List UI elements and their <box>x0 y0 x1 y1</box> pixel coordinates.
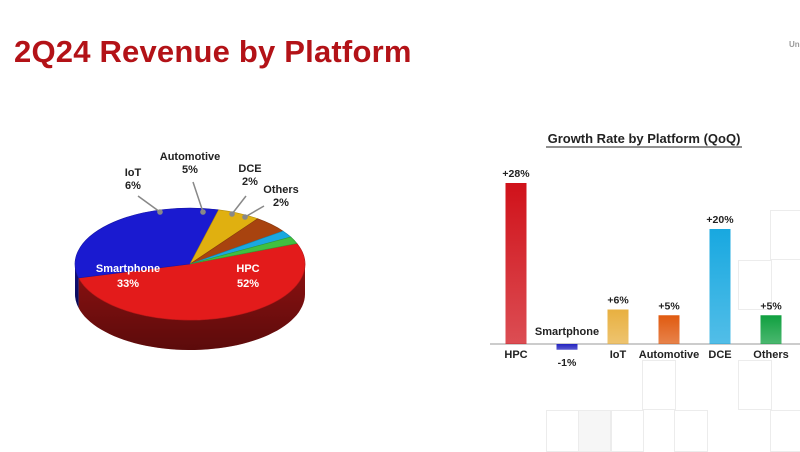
bar-value-label-iot: +6% <box>607 295 629 307</box>
bar-category-label-dce: DCE <box>708 349 731 361</box>
pie-label-name-hpc: HPC <box>236 263 259 275</box>
corner-text: Un <box>789 40 800 49</box>
pie-leader-dot-others <box>242 214 248 220</box>
pie-leader-line-iot <box>137 195 161 213</box>
pie-slice-smartphone <box>74 207 220 279</box>
pie-label-name-automotive: Automotive <box>160 151 221 163</box>
decorative-grid-cell <box>738 360 772 410</box>
bar-category-label-iot: IoT <box>610 349 627 361</box>
page-title: 2Q24 Revenue by Platform <box>14 34 412 69</box>
decorative-grid-cell <box>642 360 676 410</box>
bar-value-label-automotive: +5% <box>658 300 680 312</box>
pie-label-name-dce: DCE <box>238 163 261 175</box>
pie-label-name-iot: IoT <box>125 167 142 179</box>
pie-label-value-smartphone: 33% <box>117 278 139 290</box>
pie-slice-others <box>189 236 298 265</box>
pie-leader-line-automotive <box>192 181 204 213</box>
bar-value-label-dce: +20% <box>706 214 734 226</box>
pie-label-value-dce: 2% <box>242 176 258 188</box>
bar-value-label-hpc: +28% <box>502 168 530 180</box>
pie-leader-dot-iot <box>157 209 163 215</box>
pie-leader-dot-automotive <box>200 209 206 215</box>
pie-label-value-iot: 6% <box>125 180 141 192</box>
bar-others <box>760 315 782 344</box>
bar-category-label-automotive: Automotive <box>639 349 700 361</box>
bar-iot <box>607 309 629 344</box>
pie-slice-side-shade <box>75 264 79 308</box>
pie-label-value-automotive: 5% <box>182 164 198 176</box>
decorative-grid-cell <box>738 260 772 310</box>
pie-label-name-smartphone: Smartphone <box>96 263 160 275</box>
pie-label-value-others: 2% <box>273 197 289 209</box>
pie-slice-side-shade <box>78 264 305 350</box>
bar-category-label-others: Others <box>753 349 788 361</box>
pie-label-name-others: Others <box>263 184 298 196</box>
bar-value-label-smartphone: -1% <box>558 357 577 369</box>
bar-category-label-smartphone: Smartphone <box>535 326 599 338</box>
decorative-grid-cell <box>770 210 800 260</box>
bar-category-label-hpc: HPC <box>504 349 527 361</box>
bar-dce <box>709 229 731 344</box>
bar-smartphone <box>556 344 578 350</box>
bar-value-label-others: +5% <box>760 300 782 312</box>
bar-automotive <box>658 315 680 344</box>
bar-hpc <box>505 183 527 344</box>
pie-leader-dot-dce <box>229 211 235 217</box>
pie-label-value-hpc: 52% <box>237 278 259 290</box>
pie-leader-line-others <box>244 205 265 218</box>
bar-chart: Growth Rate by Platform (QoQ) +28% HPC -1%… <box>490 131 800 369</box>
bar-chart-title: Growth Rate by Platform (QoQ) <box>548 131 741 146</box>
pie-slice-hpc <box>78 243 306 321</box>
pie-leader-line-dce <box>231 195 247 215</box>
